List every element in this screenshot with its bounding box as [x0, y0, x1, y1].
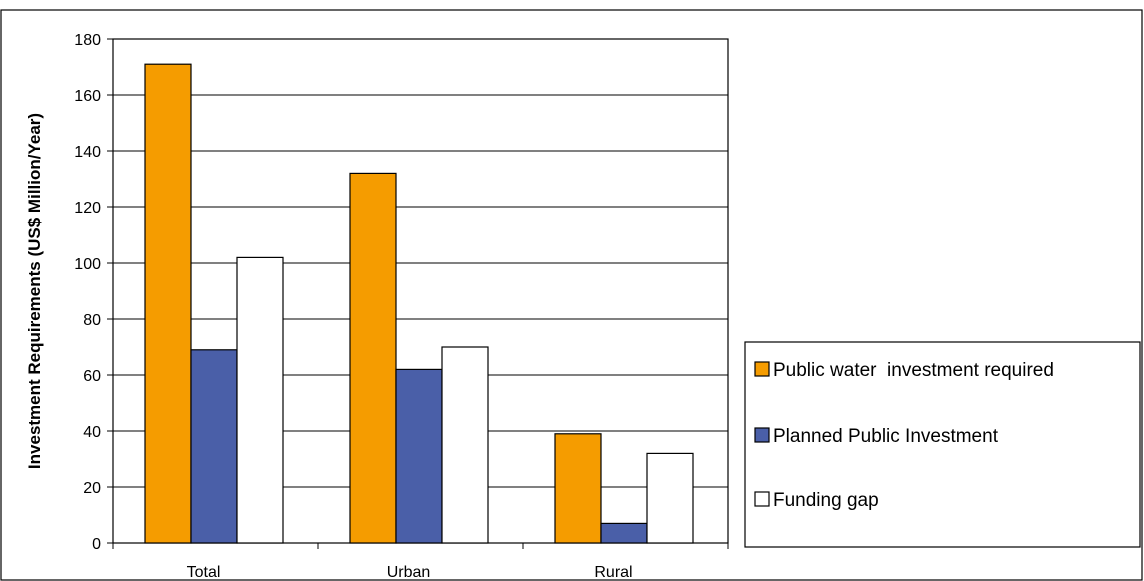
bar-urban-3 — [441, 346, 489, 544]
bar-urban-2 — [395, 368, 443, 544]
y-tick-label: 160 — [74, 88, 101, 105]
y-axis-label: Investment Requirements (US$ Million/Yea… — [25, 113, 44, 469]
x-tick-label: Rural — [594, 564, 632, 581]
y-tick-label: 100 — [74, 256, 101, 273]
legend-swatch — [754, 491, 770, 507]
bar-total-1 — [144, 63, 192, 544]
y-tick-label: 180 — [74, 32, 101, 49]
legend-box — [744, 341, 1141, 548]
bar-rural-3 — [646, 452, 694, 544]
bars — [144, 63, 694, 544]
y-axis-ticks: 0 20 40 60 80 100 120 140 160 180 — [74, 32, 113, 553]
y-tick-label: 80 — [83, 312, 101, 329]
y-tick-label: 20 — [83, 480, 101, 497]
legend: Public water investment required Planned … — [744, 341, 1141, 548]
bar-rural-2 — [600, 522, 648, 544]
legend-swatch — [754, 427, 770, 443]
legend-label: Public water investment required — [773, 360, 1054, 381]
x-tick-label: Total — [187, 564, 221, 581]
bar-total-3 — [236, 256, 284, 544]
y-tick-label: 120 — [74, 200, 101, 217]
bar-total-2 — [190, 349, 238, 544]
y-tick-label: 140 — [74, 144, 101, 161]
bar-rural-1 — [554, 433, 602, 544]
legend-label: Funding gap — [773, 490, 879, 511]
y-tick-label: 0 — [92, 536, 101, 553]
legend-swatch — [754, 361, 770, 377]
y-tick-label: 40 — [83, 424, 101, 441]
x-tick-label: Urban — [387, 564, 431, 581]
plot-area: 0 20 40 60 80 100 120 140 160 180 Total Urban Rural — [74, 32, 729, 581]
legend-label: Planned Public Investment — [773, 426, 999, 447]
bar-urban-1 — [349, 172, 397, 544]
x-axis-ticks: Total Urban Rural — [112, 543, 729, 581]
y-tick-label: 60 — [83, 368, 101, 385]
